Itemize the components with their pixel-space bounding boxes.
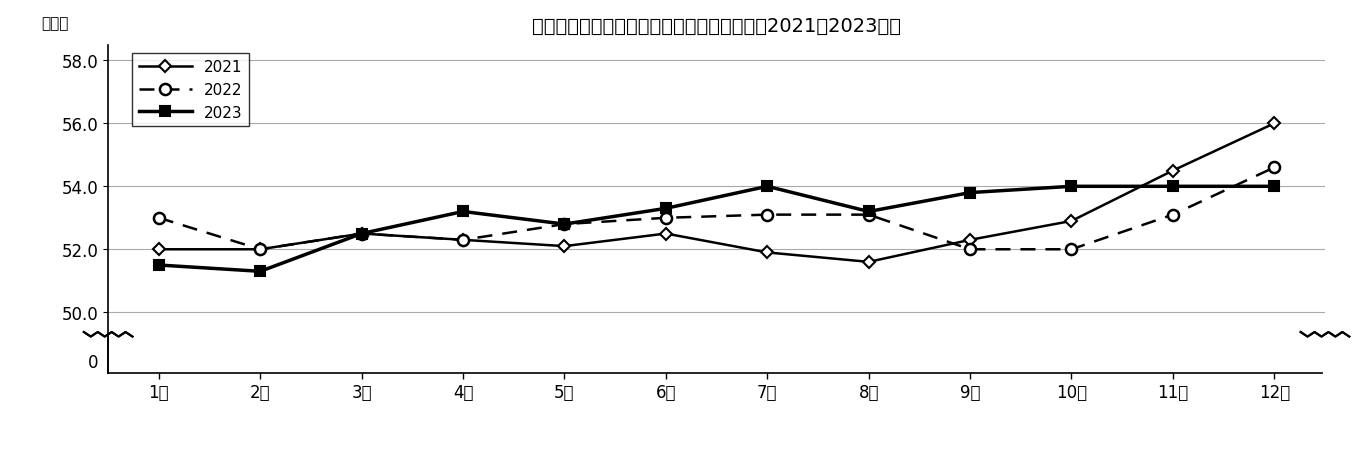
Text: （％）: （％） [42, 16, 69, 31]
Title: ネットショッピング利用世帯の割合の推移（2021～2023年）: ネットショッピング利用世帯の割合の推移（2021～2023年） [533, 17, 900, 35]
Legend: 2021, 2022, 2023: 2021, 2022, 2023 [132, 54, 249, 126]
